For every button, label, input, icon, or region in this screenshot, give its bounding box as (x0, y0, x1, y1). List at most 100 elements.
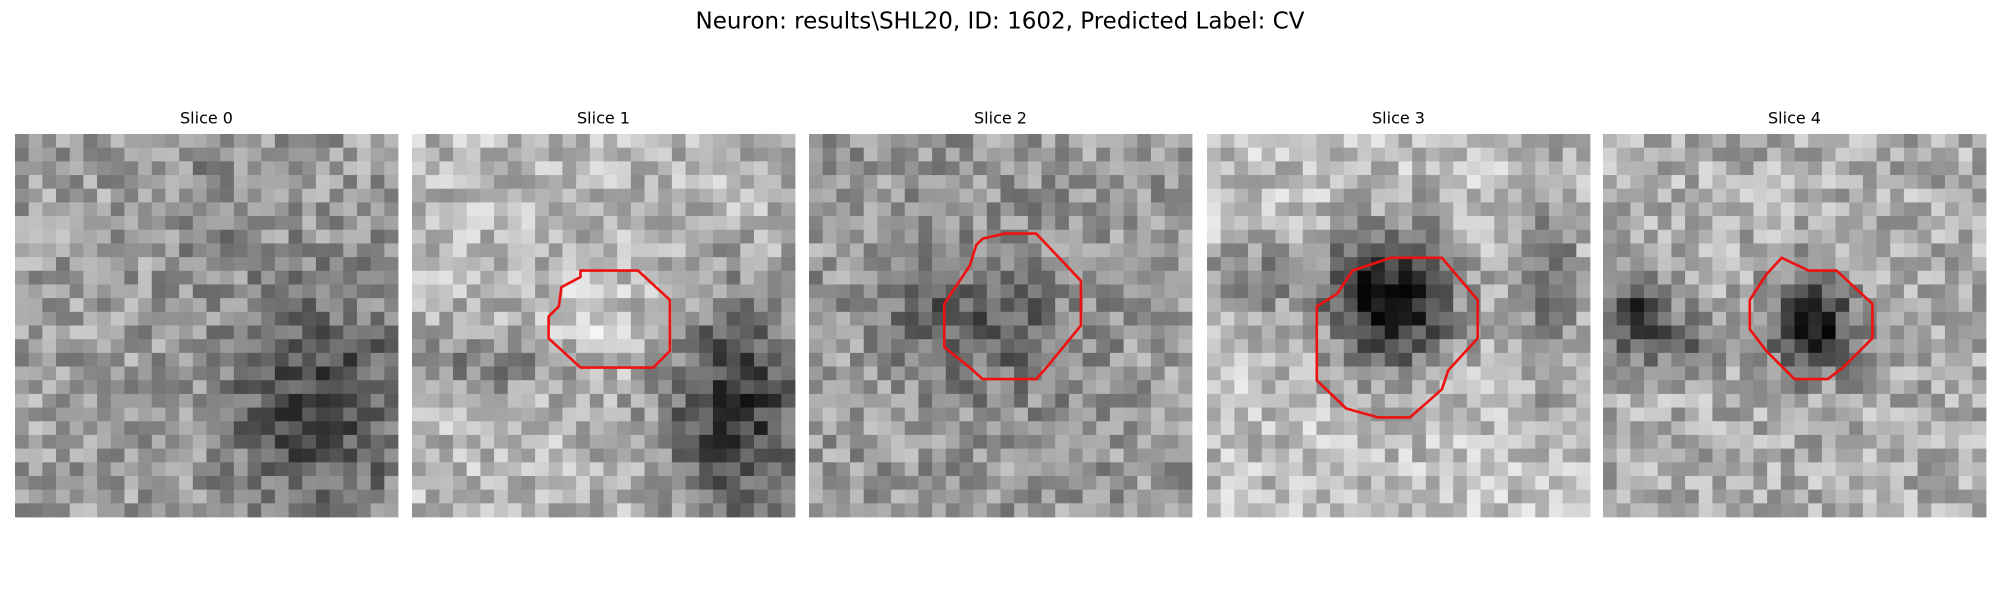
pixel (1808, 134, 1823, 149)
pixel (1384, 161, 1399, 176)
pixel (261, 393, 276, 408)
pixel (356, 407, 372, 422)
pixel (165, 380, 180, 395)
pixel (28, 134, 43, 149)
pixel (28, 325, 43, 340)
pixel (288, 257, 303, 272)
pixel (1494, 339, 1509, 354)
pixel (1712, 243, 1727, 258)
pixel (425, 202, 440, 217)
pixel (1753, 298, 1768, 313)
pixel (1548, 393, 1564, 408)
pixel (726, 325, 741, 340)
pixel (1535, 134, 1550, 149)
pixel (603, 298, 618, 313)
pixel (1821, 243, 1836, 258)
pixel (1178, 393, 1193, 408)
pixel (425, 475, 440, 491)
pixel (1685, 175, 1700, 190)
pixel (1316, 339, 1331, 354)
pixel (453, 202, 468, 217)
pixel (233, 407, 248, 422)
pixel (165, 188, 180, 203)
pixel (740, 421, 755, 436)
pixel (1412, 298, 1427, 313)
pixel (1248, 147, 1263, 162)
pixel (124, 489, 139, 504)
pixel (220, 134, 235, 149)
pixel (1207, 175, 1222, 190)
pixel (1616, 257, 1631, 272)
pixel (1123, 421, 1138, 436)
pixel (302, 188, 317, 203)
slice-panel: Slice 1 (412, 109, 796, 518)
pixel (247, 216, 262, 231)
pixel (850, 243, 865, 258)
pixel (850, 134, 865, 149)
pixel (1398, 421, 1413, 436)
pixel (1726, 175, 1741, 190)
pixel (671, 175, 686, 190)
pixel (918, 216, 933, 231)
pixel (521, 489, 536, 504)
pixel (740, 352, 755, 367)
pixel (1068, 434, 1083, 450)
pixel (1849, 366, 1864, 381)
slice-title: Slice 3 (1372, 109, 1425, 128)
pixel (42, 462, 57, 477)
pixel (1794, 147, 1809, 162)
pixel (507, 270, 522, 285)
pixel (1109, 284, 1125, 299)
pixel (1275, 243, 1290, 258)
pixel (1917, 434, 1932, 450)
pixel (712, 270, 728, 285)
pixel (918, 503, 933, 518)
pixel (658, 503, 673, 518)
pixel (343, 489, 358, 504)
pixel (891, 339, 906, 354)
pixel (1494, 257, 1509, 272)
pixel (1453, 257, 1468, 272)
pixel (1220, 298, 1235, 313)
pixel (1000, 462, 1015, 477)
pixel (1109, 352, 1125, 367)
pixel (1123, 407, 1138, 422)
pixel (548, 421, 563, 436)
pixel (466, 352, 481, 367)
pixel (1027, 475, 1042, 491)
pixel (617, 380, 632, 395)
pixel (288, 489, 303, 504)
pixel (1207, 462, 1222, 477)
pixel (507, 216, 522, 231)
pixel (1890, 380, 1905, 395)
pixel (1876, 243, 1891, 258)
pixel (507, 448, 522, 463)
pixel (15, 175, 30, 190)
pixel (959, 175, 974, 190)
pixel (1384, 188, 1399, 203)
pixel (1972, 325, 1987, 340)
pixel (1384, 352, 1399, 367)
pixel (165, 448, 180, 463)
pixel (192, 352, 207, 367)
pixel (617, 448, 632, 463)
pixel (1027, 421, 1042, 436)
pixel (1316, 462, 1331, 477)
pixel (1248, 366, 1263, 381)
pixel (412, 462, 427, 477)
pixel (535, 366, 550, 381)
pixel (1739, 380, 1754, 395)
pixel (1794, 462, 1809, 477)
pixel (1357, 216, 1372, 231)
pixel (1330, 216, 1345, 231)
pixel (1657, 325, 1672, 340)
pixel (480, 462, 495, 477)
pixel (1137, 270, 1152, 285)
pixel (1507, 147, 1523, 162)
pixel (97, 216, 112, 231)
pixel (1903, 475, 1919, 491)
pixel (1876, 489, 1891, 504)
pixel (1123, 161, 1138, 176)
pixel (1958, 134, 1973, 149)
pixel (740, 434, 755, 450)
